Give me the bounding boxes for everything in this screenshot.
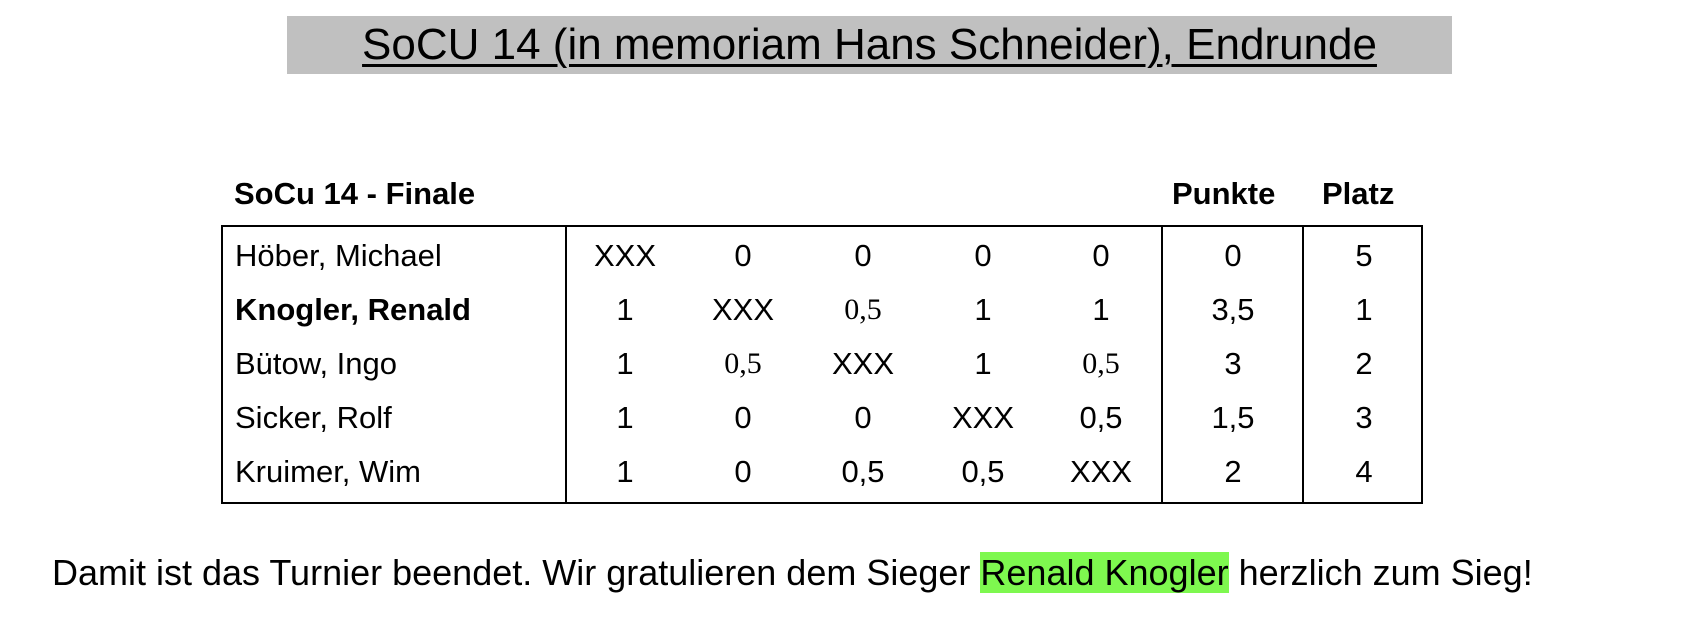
sentence-end: herzlich zum Sieg!	[1228, 552, 1533, 593]
table-row: Kruimer, Wim 1 0 0,5 0,5 XXX 2 4	[223, 445, 1421, 499]
score-cell: 1	[974, 292, 992, 327]
score-cell: 0,5	[1082, 347, 1120, 380]
column-divider	[1161, 227, 1163, 502]
player-name: Höber, Michael	[235, 238, 442, 273]
column-divider	[1302, 227, 1304, 502]
score-cell: 0	[734, 400, 752, 435]
column-header-punkte: Punkte	[1172, 176, 1276, 211]
column-divider	[565, 227, 567, 502]
score-cell: 0	[734, 238, 752, 273]
player-name: Knogler, Renald	[235, 292, 471, 327]
table-row: Sicker, Rolf 1 0 0 XXX 0,5 1,5 3	[223, 391, 1421, 445]
score-cell: 0	[854, 400, 872, 435]
punkte-cell: 2	[1224, 454, 1242, 489]
results-table: Höber, Michael XXX 0 0 0 0 0 5 Knogler, Renald 1 X…	[221, 225, 1423, 504]
score-cell: 0,5	[1079, 400, 1123, 435]
score-cell: 1	[616, 400, 634, 435]
punkte-cell: 0	[1224, 238, 1242, 273]
punkte-cell: 3,5	[1211, 292, 1255, 327]
sentence-start: Damit ist das Turnier beendet. Wir gratu…	[52, 552, 981, 593]
document-title: SoCU 14 (in memoriam Hans Schneider), En…	[287, 16, 1452, 74]
table-row: Höber, Michael XXX 0 0 0 0 0 5	[223, 229, 1421, 283]
player-name: Sicker, Rolf	[235, 400, 392, 435]
score-cell: 0	[854, 238, 872, 273]
score-cell: 1	[1092, 292, 1110, 327]
score-cell: XXX	[951, 400, 1015, 435]
platz-cell: 1	[1355, 292, 1373, 327]
closing-sentence: Damit ist das Turnier beendet. Wir gratu…	[52, 550, 1533, 596]
score-cell: 0,5	[961, 454, 1005, 489]
player-name: Bütow, Ingo	[235, 346, 398, 381]
punkte-cell: 1,5	[1211, 400, 1255, 435]
punkte-cell: 3	[1224, 346, 1242, 381]
score-cell: 1	[616, 346, 634, 381]
score-cell: 0	[974, 238, 992, 273]
score-cell: 1	[616, 454, 634, 489]
score-cell: XXX	[593, 238, 657, 273]
score-cell: XXX	[1069, 454, 1133, 489]
player-name: Kruimer, Wim	[235, 454, 421, 489]
score-cell: 0,5	[841, 454, 885, 489]
platz-cell: 4	[1355, 454, 1373, 489]
column-header-platz: Platz	[1322, 176, 1395, 211]
platz-cell: 3	[1355, 400, 1373, 435]
score-cell: XXX	[831, 346, 895, 381]
platz-cell: 5	[1355, 238, 1373, 273]
score-cell: XXX	[711, 292, 775, 327]
score-cell: 0	[734, 454, 752, 489]
score-cell: 0	[1092, 238, 1110, 273]
table-row: Knogler, Renald 1 XXX 0,5 1 1 3,5 1	[223, 283, 1421, 337]
score-cell: 0,5	[724, 347, 762, 380]
winner-highlight: Renald Knogler	[980, 552, 1229, 593]
platz-cell: 2	[1355, 346, 1373, 381]
score-cell: 1	[616, 292, 634, 327]
score-cell: 0,5	[844, 293, 882, 326]
score-cell: 1	[974, 346, 992, 381]
table-caption: SoCu 14 - Finale	[234, 176, 476, 211]
table-row: Bütow, Ingo 1 0,5 XXX 1 0,5 3 2	[223, 337, 1421, 391]
